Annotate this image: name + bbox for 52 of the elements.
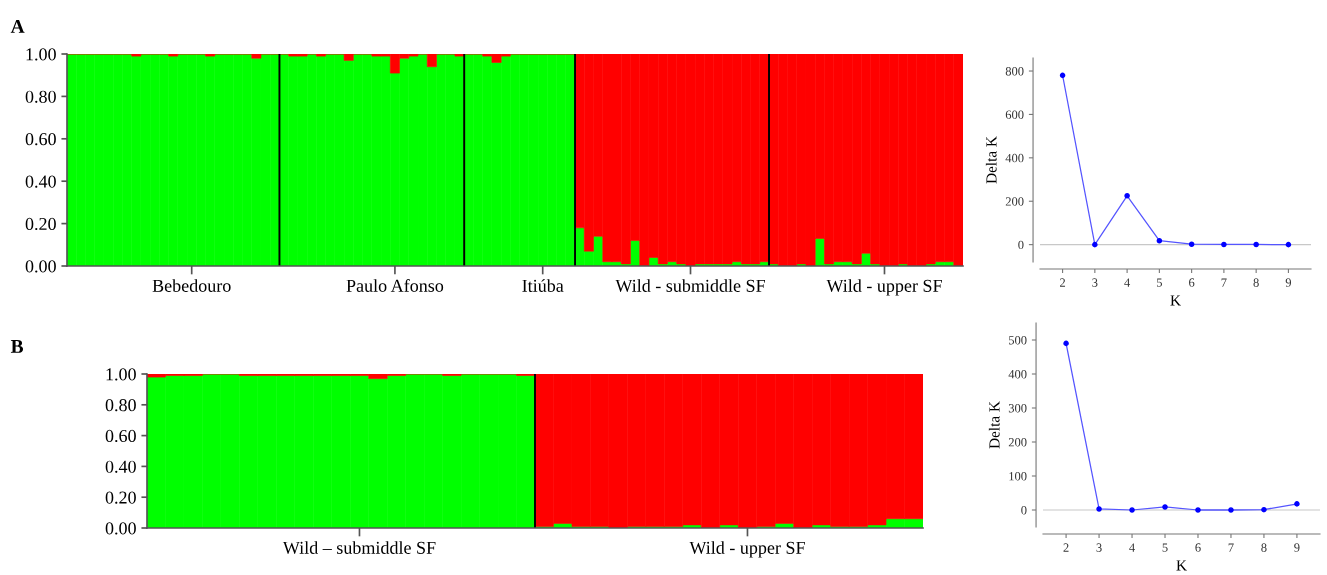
y-tick-label: 0.20 [105, 491, 136, 504]
y-axis-title: Delta K [985, 136, 997, 184]
x-tick-label: 8 [1261, 543, 1267, 552]
y-tick-label: 0.60 [105, 429, 136, 443]
x-tick-label: Wild – submiddle SF [282, 541, 436, 554]
x-tick-label: 5 [1156, 278, 1163, 287]
y-tick-label: 0.80 [105, 399, 136, 412]
y-tick-label: 0.80 [25, 90, 56, 103]
x-tick-label: 9 [1294, 543, 1300, 552]
x-tick-label: 3 [1096, 543, 1102, 552]
x-axis-title: K [1176, 560, 1187, 571]
y-tick-label: 200 [1008, 438, 1027, 447]
y-tick-label: 0.60 [25, 133, 56, 146]
y-tick-label: 500 [1009, 336, 1027, 345]
x-tick-label: 2 [1060, 278, 1066, 287]
y-tick-label: 400 [1008, 370, 1027, 379]
y-tick-label: 0.00 [25, 260, 56, 273]
x-tick-label: Paulo Afonso [346, 279, 444, 292]
chart-title: A [10, 19, 25, 33]
x-tick-label: 7 [1228, 543, 1234, 552]
x-tick-label: 8 [1253, 278, 1259, 287]
y-tick-label: 0 [1018, 240, 1024, 250]
x-tick-label: 9 [1285, 278, 1292, 287]
x-tick-label: 6 [1189, 278, 1195, 287]
y-tick-label: 600 [1005, 110, 1024, 119]
x-tick-label: 3 [1092, 278, 1098, 287]
y-tick-label: 800 [1005, 67, 1024, 76]
x-tick-label: Wild - upper SF [689, 541, 805, 558]
y-tick-label: 0.20 [25, 217, 56, 231]
chart-title: B [10, 340, 24, 353]
y-tick-label: 0.40 [25, 175, 56, 188]
x-tick-label: Bebedouro [152, 279, 231, 292]
y-tick-label: 200 [1005, 197, 1024, 206]
x-tick-label: Itiúba [522, 279, 564, 292]
x-tick-label: Wild - upper SF [826, 279, 942, 296]
y-tick-label: 0.40 [105, 460, 136, 473]
y-tick-label: 1.00 [106, 368, 136, 381]
x-tick-label: 4 [1124, 278, 1131, 287]
x-tick-label: 4 [1129, 543, 1135, 552]
x-tick-label: 2 [1063, 543, 1069, 552]
y-tick-label: 0.00 [105, 522, 136, 535]
y-tick-label: 100 [1009, 472, 1027, 481]
x-axis-title: K [1170, 295, 1181, 306]
x-tick-label: 6 [1195, 543, 1201, 552]
y-tick-label: 400 [1005, 153, 1024, 163]
x-tick-label: 7 [1221, 278, 1227, 287]
x-tick-label: Wild - submiddle SF [615, 279, 765, 292]
y-tick-label: 1.00 [26, 48, 56, 61]
y-tick-label: 0 [1021, 506, 1027, 515]
y-axis-title: Delta K [988, 401, 1000, 449]
y-tick-label: 300 [1008, 404, 1027, 413]
x-tick-label: 5 [1162, 543, 1168, 552]
